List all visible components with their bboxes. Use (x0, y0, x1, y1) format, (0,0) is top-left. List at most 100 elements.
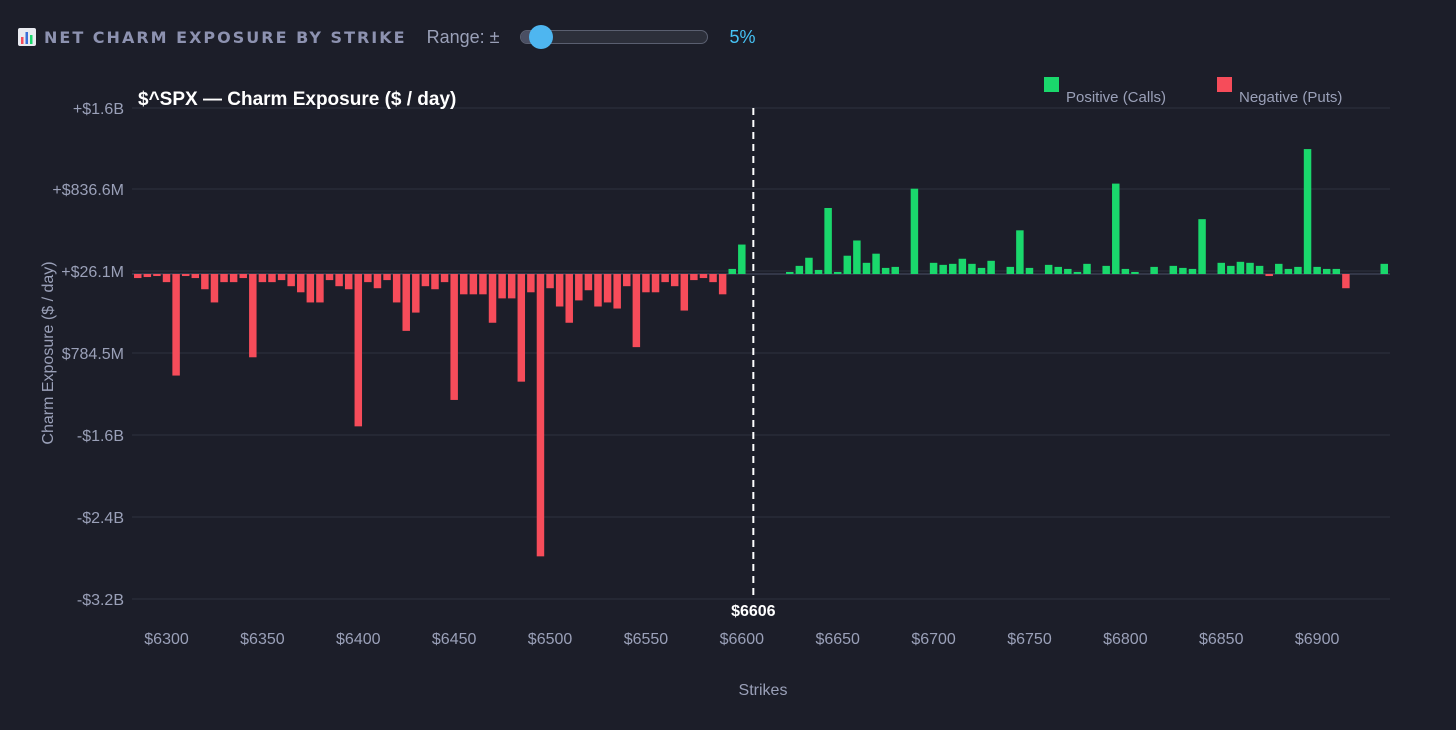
bar-strike-6770[interactable] (1064, 268, 1072, 274)
bar-strike-6465[interactable] (479, 274, 487, 295)
bar-strike-6630[interactable] (795, 265, 804, 274)
bar-strike-6765[interactable] (1054, 266, 1062, 274)
bar-strike-6860[interactable] (1236, 261, 1245, 274)
bar-strike-6775[interactable] (1073, 271, 1082, 274)
bar-strike-6575[interactable] (690, 274, 698, 281)
bar-strike-6505[interactable] (555, 274, 564, 307)
bar-strike-6460[interactable] (469, 274, 478, 295)
bar-strike-6345[interactable] (249, 274, 257, 358)
bar-strike-6500[interactable] (546, 274, 554, 289)
bar-strike-6405[interactable] (364, 274, 372, 283)
bar-strike-6900[interactable] (1313, 266, 1321, 274)
bar-strike-6675[interactable] (881, 267, 890, 274)
bar-strike-6795[interactable] (1112, 183, 1120, 274)
bar-strike-6420[interactable] (392, 274, 401, 303)
bar-strike-6760[interactable] (1044, 264, 1053, 274)
bar-strike-6655[interactable] (843, 255, 852, 274)
range-slider-thumb[interactable] (529, 25, 554, 49)
bar-strike-6670[interactable] (872, 253, 880, 274)
bar-strike-6815[interactable] (1150, 266, 1158, 274)
bar-strike-6310[interactable] (181, 274, 190, 277)
bar-strike-6710[interactable] (949, 263, 957, 274)
bar-strike-6360[interactable] (277, 274, 286, 281)
bar-strike-6435[interactable] (421, 274, 430, 287)
bar-strike-6510[interactable] (565, 274, 573, 323)
bar-strike-6515[interactable] (575, 274, 583, 301)
bar-strike-6315[interactable] (191, 274, 200, 279)
bar-strike-6430[interactable] (412, 274, 420, 313)
bar-strike-6850[interactable] (1217, 262, 1225, 274)
bar-strike-6665[interactable] (862, 262, 871, 274)
bar-strike-6450[interactable] (450, 274, 458, 400)
bar-strike-6645[interactable] (824, 207, 832, 274)
bar-strike-6320[interactable] (201, 274, 209, 290)
bar-strike-6520[interactable] (584, 274, 593, 291)
bar-strike-6335[interactable] (229, 274, 238, 283)
bar-strike-6715[interactable] (958, 258, 967, 274)
bar-strike-6890[interactable] (1294, 266, 1302, 274)
bar-strike-6870[interactable] (1255, 265, 1264, 274)
bar-strike-6290[interactable] (143, 274, 152, 278)
bar-strike-6550[interactable] (642, 274, 650, 293)
bar-strike-6855[interactable] (1227, 265, 1235, 274)
bar-strike-6530[interactable] (603, 274, 612, 303)
bar-strike-6340[interactable] (239, 274, 247, 279)
bar-strike-6490[interactable] (527, 274, 535, 293)
bar-strike-6380[interactable] (316, 274, 324, 303)
bar-strike-6485[interactable] (517, 274, 526, 382)
bar-strike-6690[interactable] (910, 188, 919, 274)
bar-strike-6705[interactable] (939, 264, 947, 274)
bar-strike-6915[interactable] (1342, 274, 1350, 289)
bar-strike-6395[interactable] (344, 274, 353, 290)
bar-strike-6740[interactable] (1006, 266, 1015, 274)
bar-strike-6470[interactable] (488, 274, 497, 323)
bar-strike-6300[interactable] (162, 274, 171, 283)
bar-strike-6560[interactable] (661, 274, 669, 283)
bar-strike-6625[interactable] (786, 271, 794, 274)
bar-strike-6660[interactable] (853, 240, 861, 274)
bar-strike-6910[interactable] (1332, 268, 1341, 274)
bar-strike-6535[interactable] (613, 274, 621, 309)
bar-strike-6780[interactable] (1083, 263, 1091, 274)
bar-strike-6700[interactable] (929, 262, 938, 274)
bar-strike-6445[interactable] (440, 274, 449, 283)
bar-strike-6905[interactable] (1322, 268, 1331, 274)
bar-strike-6875[interactable] (1265, 274, 1273, 277)
bar-strike-6730[interactable] (987, 260, 995, 274)
bar-strike-6840[interactable] (1198, 219, 1206, 274)
bar-strike-6825[interactable] (1169, 265, 1178, 274)
bar-strike-6425[interactable] (402, 274, 410, 331)
bar-strike-6480[interactable] (507, 274, 516, 299)
bar-strike-6475[interactable] (498, 274, 506, 299)
bar-strike-6305[interactable] (172, 274, 180, 376)
bar-strike-6400[interactable] (354, 274, 363, 427)
bar-strike-6410[interactable] (373, 274, 382, 289)
bar-strike-6525[interactable] (594, 274, 602, 307)
bar-strike-6650[interactable] (833, 271, 842, 274)
bar-strike-6720[interactable] (968, 263, 976, 274)
bar-strike-6285[interactable] (134, 274, 142, 279)
bar-strike-6330[interactable] (220, 274, 228, 283)
bar-strike-6750[interactable] (1025, 267, 1034, 274)
bar-strike-6880[interactable] (1275, 263, 1283, 274)
bar-strike-6635[interactable] (805, 257, 813, 274)
bar-strike-6585[interactable] (709, 274, 717, 283)
bar-strike-6555[interactable] (651, 274, 660, 293)
bar-strike-6570[interactable] (680, 274, 689, 311)
bar-strike-6725[interactable] (977, 267, 986, 274)
bar-strike-6865[interactable] (1246, 262, 1254, 274)
bar-strike-6580[interactable] (699, 274, 708, 279)
bar-strike-6935[interactable] (1380, 263, 1388, 274)
bar-strike-6800[interactable] (1121, 268, 1130, 274)
bar-strike-6440[interactable] (431, 274, 439, 290)
bar-strike-6325[interactable] (210, 274, 219, 303)
bar-strike-6600[interactable] (738, 244, 746, 274)
bar-strike-6830[interactable] (1179, 267, 1187, 274)
bar-strike-6455[interactable] (460, 274, 468, 295)
bar-strike-6355[interactable] (268, 274, 276, 283)
bar-strike-6495[interactable] (536, 274, 545, 557)
bar-strike-6895[interactable] (1303, 149, 1312, 274)
bar-strike-6590[interactable] (718, 274, 727, 295)
bar-strike-6640[interactable] (814, 269, 823, 274)
bar-strike-6835[interactable] (1188, 268, 1197, 274)
